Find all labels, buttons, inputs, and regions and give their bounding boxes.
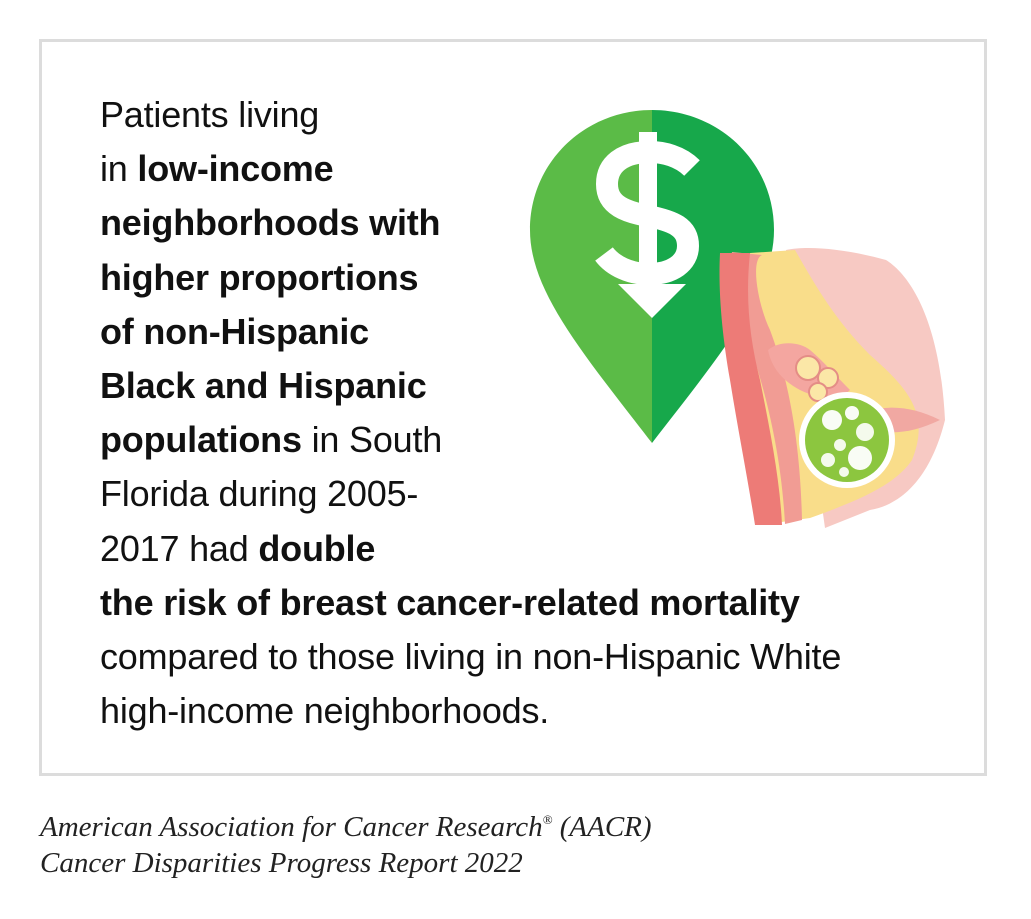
caption-org: American Association for Cancer Research	[40, 811, 543, 843]
text-line: compared to those living in non-Hispanic…	[100, 630, 841, 684]
text-line: Florida during 2005-	[100, 467, 841, 521]
text-line: populations in South	[100, 413, 841, 467]
text-line: the risk of breast cancer-related mortal…	[100, 576, 841, 630]
text-line: of non-Hispanic	[100, 305, 841, 359]
caption-acronym: (AACR)	[552, 811, 652, 843]
text-line: 2017 had double	[100, 522, 841, 576]
caption-line-1: American Association for Cancer Research…	[40, 802, 652, 845]
body-text: 2017 had	[100, 527, 259, 569]
emphasis-text: higher proportions	[100, 256, 419, 298]
emphasis-text: populations	[100, 419, 302, 461]
caption-line-2: Cancer Disparities Progress Report 2022	[40, 847, 523, 879]
statement-text: Patients living in low-income neighborhood…	[100, 88, 841, 738]
text-line: in low-income	[100, 142, 841, 196]
text-line: high-income neighborhoods.	[100, 684, 841, 738]
location-pin-dollar-down-icon	[530, 110, 774, 443]
body-text: Patients living	[100, 94, 320, 135]
registered-mark: ®	[542, 812, 553, 827]
body-text: compared to those living in non-Hispanic…	[100, 636, 842, 678]
text-line: neighborhoods with	[100, 196, 841, 250]
emphasis-text: low-income	[137, 148, 334, 190]
body-text: high-income neighborhoods.	[100, 690, 550, 732]
text-line: Black and Hispanic	[100, 359, 841, 413]
illustration	[530, 110, 945, 528]
source-caption: American Association for Cancer Research…	[40, 802, 652, 881]
body-text: Florida during 2005-	[100, 473, 419, 515]
text-line: Patients living	[100, 88, 841, 142]
body-text: in	[100, 148, 138, 190]
emphasis-text: the risk of breast cancer-related mortal…	[100, 581, 800, 623]
body-text: in South	[301, 419, 443, 461]
emphasis-text: double	[258, 527, 376, 569]
emphasis-text: Black and Hispanic	[100, 365, 427, 407]
text-line: higher proportions	[100, 251, 841, 305]
emphasis-text: of non-Hispanic	[100, 310, 369, 352]
infographic-card	[39, 39, 987, 776]
emphasis-text: neighborhoods with	[100, 202, 441, 244]
breast-tumor-illustration-icon	[719, 248, 945, 528]
